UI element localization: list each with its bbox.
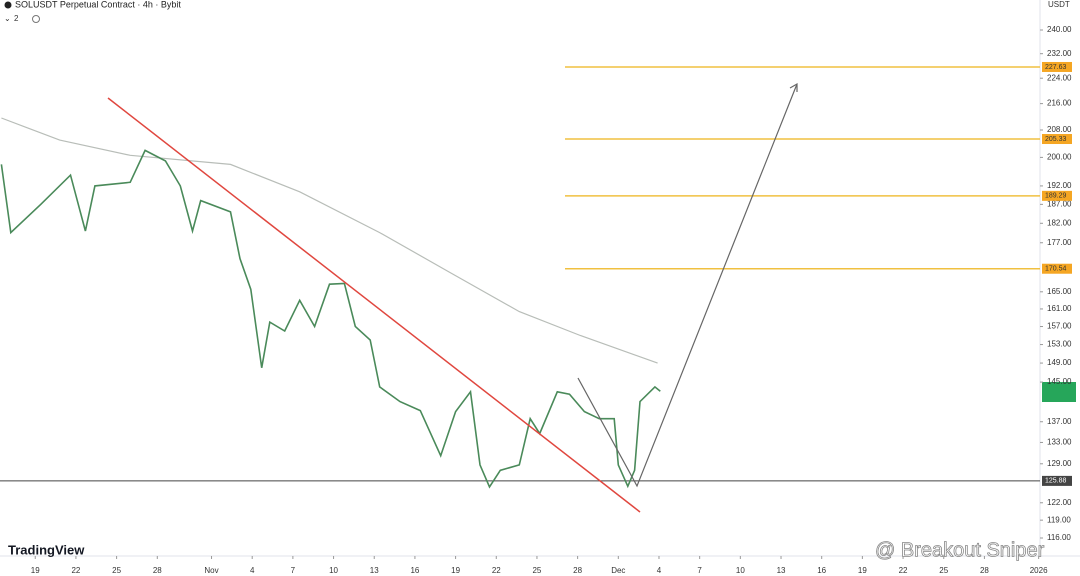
y-tick-label: 208.00 xyxy=(1047,125,1072,134)
x-tick-label: Dec xyxy=(611,566,625,575)
x-tick-label: 10 xyxy=(736,566,745,575)
x-tick-label: 19 xyxy=(858,566,867,575)
y-tick-label: 232.00 xyxy=(1047,49,1072,58)
level-label-box xyxy=(1042,61,1072,72)
y-tick-label: 145.00 xyxy=(1047,377,1072,386)
y-tick-label: 116.00 xyxy=(1047,533,1071,542)
x-tick-label: 28 xyxy=(153,566,162,575)
y-tick-label: 129.00 xyxy=(1047,459,1072,468)
level-label: 205.33 xyxy=(1045,136,1067,143)
x-tick-label: Nov xyxy=(204,566,218,575)
x-tick-label: 13 xyxy=(370,566,379,575)
watermark: @ Breakout Sniper xyxy=(875,539,1045,561)
level-label-box xyxy=(1042,190,1072,201)
x-tick-label: 19 xyxy=(31,566,40,575)
x-tick-label: 25 xyxy=(939,566,948,575)
trendline xyxy=(107,97,641,513)
x-tick-label: 22 xyxy=(899,566,908,575)
x-tick-label: 22 xyxy=(71,566,80,575)
x-tick-label: 7 xyxy=(697,566,702,575)
brand-logo: TradingView xyxy=(8,542,85,557)
price-line xyxy=(0,149,661,489)
y-tick-label: 137.00 xyxy=(1047,417,1072,426)
y-tick-label: 216.00 xyxy=(1047,99,1072,108)
level-label: 189.29 xyxy=(1045,193,1067,200)
x-tick-label: 13 xyxy=(777,566,786,575)
x-tick-label: 4 xyxy=(250,566,255,575)
arrow-head xyxy=(789,82,798,92)
y-tick-label: 122.00 xyxy=(1047,498,1072,507)
level-label: 170.54 xyxy=(1045,266,1067,273)
x-tick-label: 28 xyxy=(573,566,582,575)
level-label-box xyxy=(1042,475,1072,486)
y-tick-label: 177.00 xyxy=(1047,238,1072,247)
x-tick-label: 4 xyxy=(657,566,662,575)
level-label: 125.88 xyxy=(1045,478,1067,485)
level-label-box xyxy=(1042,134,1072,145)
y-tick-label: 165.00 xyxy=(1047,287,1072,296)
y-tick-label: 149.00 xyxy=(1047,358,1072,367)
y-tick-label: 182.00 xyxy=(1047,218,1072,227)
y-tick-label: 192.00 xyxy=(1047,181,1072,190)
y-tick-label: 119.00 xyxy=(1047,515,1071,524)
legend-count[interactable]: 2 xyxy=(14,14,19,23)
level-label-box xyxy=(1042,263,1072,274)
symbol-icon xyxy=(4,1,12,9)
y-tick-label: 240.00 xyxy=(1047,25,1072,34)
y-tick-label: 187.00 xyxy=(1047,199,1072,208)
x-tick-label: 19 xyxy=(451,566,460,575)
projection-arrow xyxy=(577,83,798,488)
x-tick-label: 10 xyxy=(329,566,338,575)
current-price-box xyxy=(1042,382,1076,402)
x-tick-label: 7 xyxy=(291,566,296,575)
y-tick-label: 200.00 xyxy=(1047,153,1072,162)
settings-icon[interactable] xyxy=(32,15,40,23)
y-tick-label: 157.00 xyxy=(1047,322,1072,331)
chart-title: SOLUSDT Perpetual Contract · 4h · Bybit xyxy=(15,0,181,9)
y-tick-label: 153.00 xyxy=(1047,340,1072,349)
legend-toggle[interactable]: ⌄ xyxy=(4,14,11,23)
currency-label: USDT xyxy=(1048,0,1070,9)
x-tick-label: 25 xyxy=(112,566,121,575)
y-tick-label: 133.00 xyxy=(1047,438,1072,447)
x-tick-label: 22 xyxy=(492,566,501,575)
x-tick-label: 25 xyxy=(532,566,541,575)
x-tick-label: 16 xyxy=(410,566,419,575)
price-line xyxy=(1,117,658,364)
y-tick-label: 161.00 xyxy=(1047,304,1072,313)
level-label: 227.63 xyxy=(1045,64,1067,71)
x-tick-label: 2026 xyxy=(1030,566,1048,575)
y-tick-label: 224.00 xyxy=(1047,73,1072,82)
x-tick-label: 28 xyxy=(980,566,989,575)
x-tick-label: 16 xyxy=(817,566,826,575)
